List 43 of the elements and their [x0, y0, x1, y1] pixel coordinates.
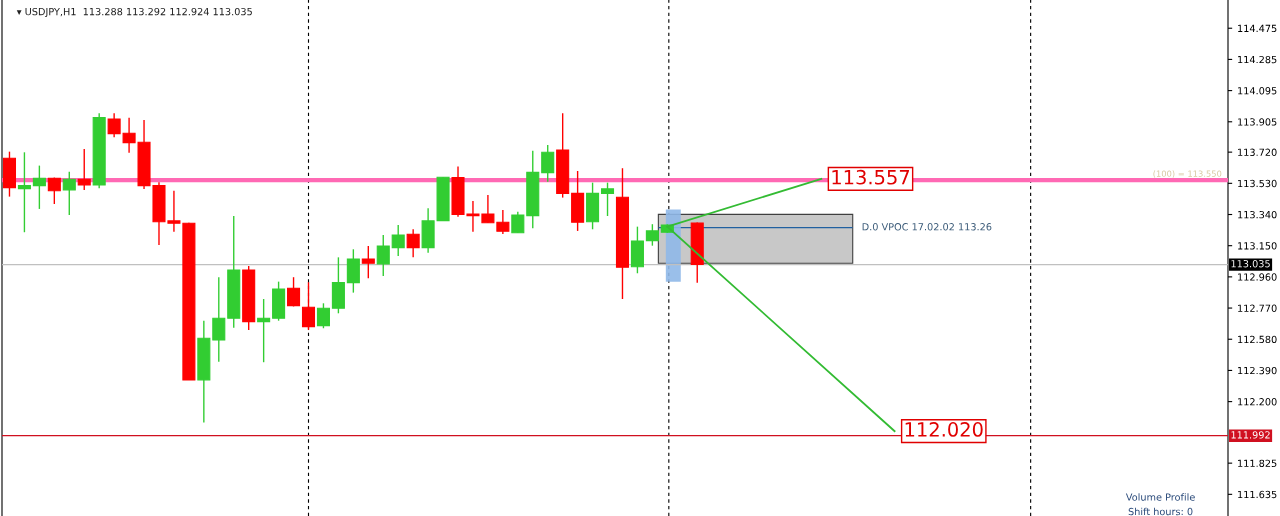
- y-tick-label: 114.475: [1238, 24, 1277, 33]
- candlestick: [77, 148, 91, 191]
- candlestick: [287, 276, 301, 308]
- candlestick: [361, 245, 375, 280]
- annotation: Shift hours: 0: [1128, 507, 1193, 516]
- ref-line-label: 113.035: [1231, 260, 1270, 268]
- y-tick-label: 113.905: [1238, 118, 1277, 126]
- candlestick: [32, 164, 46, 210]
- ref-line-label: (100) = 113.550: [1153, 170, 1222, 178]
- candlestick: [391, 224, 405, 257]
- y-tick-label: 112.960: [1238, 273, 1277, 281]
- candlestick: [17, 151, 31, 233]
- candlestick: [346, 248, 360, 294]
- candlestick: [212, 276, 226, 363]
- annotation: 113.557: [832, 169, 910, 185]
- candlestick: [406, 228, 420, 259]
- y-tick-label: 114.285: [1238, 55, 1277, 64]
- y-tick-label: 111.825: [1238, 459, 1277, 467]
- y-tick-label: 111.635: [1238, 490, 1277, 499]
- candlestick: [600, 181, 615, 217]
- candlestick: [511, 211, 525, 234]
- y-tick-label: 113.150: [1238, 242, 1277, 250]
- y-tick-label: 113.530: [1238, 179, 1277, 188]
- candlestick: [257, 298, 271, 363]
- annotation: Volume Profile: [1125, 493, 1195, 501]
- candlestick: [541, 144, 555, 183]
- ref-line-label: D.0 VPOC 17.02.02 113.26: [862, 223, 992, 231]
- y-tick-label: 112.580: [1238, 335, 1277, 344]
- annotation: 112.020: [905, 422, 983, 437]
- y-tick-label: 114.095: [1238, 87, 1277, 95]
- y-tick-label: 112.200: [1238, 398, 1277, 406]
- y-tick-label: 112.390: [1238, 366, 1277, 375]
- ref-line-label: 111.992: [1231, 431, 1270, 439]
- y-tick-label: 112.770: [1238, 304, 1277, 312]
- candlestick: [316, 302, 330, 329]
- candlestick: [376, 234, 390, 277]
- candlestick: [645, 223, 659, 247]
- y-tick-label: 113.720: [1238, 148, 1277, 156]
- candlestick: [301, 281, 316, 331]
- y-tick-label: 113.340: [1238, 210, 1277, 219]
- candlestick: [62, 170, 76, 216]
- text: ▾ USDJPY,H1 113.288 113.292 112.924 113.035: [16, 7, 252, 18]
- candlestick: [47, 176, 61, 205]
